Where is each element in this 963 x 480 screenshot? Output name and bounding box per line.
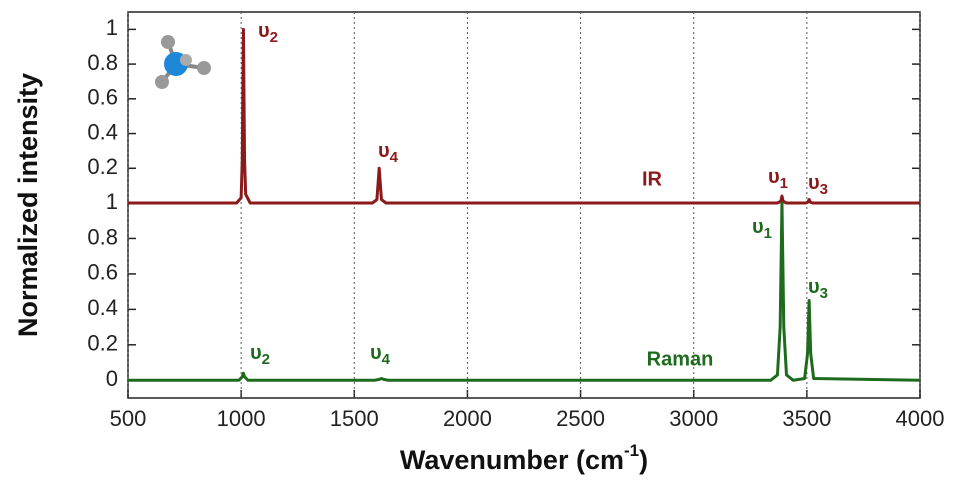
x-axis-title-sup: -1: [624, 441, 639, 460]
x-axis-title-text: Wavenumber (cm: [400, 445, 624, 475]
peak-annotation: υ3: [808, 276, 828, 302]
y-tick-label: 0.6: [87, 85, 118, 110]
y-tick-label: 0.2: [87, 154, 118, 179]
y-tick-label: 0.8: [87, 224, 118, 249]
x-tick-label: 2000: [443, 406, 492, 431]
peak-symbol: υ: [370, 342, 382, 364]
y-tick-label: 1: [106, 15, 118, 40]
peak-annotation: υ3: [808, 172, 828, 198]
peak-subscript: 3: [820, 181, 828, 198]
peak-annotation: υ4: [370, 342, 391, 368]
y-tick-label: 0.6: [87, 260, 118, 285]
y-tick-label: 1: [106, 189, 118, 214]
peak-subscript: 4: [390, 149, 399, 166]
spectrum-line: [128, 29, 920, 203]
peak-subscript: 2: [262, 351, 270, 368]
peak-subscript: 3: [820, 285, 828, 302]
y-axis-title: Normalized intensity: [13, 73, 43, 337]
molecule-icon: [155, 35, 211, 89]
peak-subscript: 1: [764, 225, 772, 242]
y-tick-label: 0.4: [87, 119, 118, 144]
x-tick-label: 500: [110, 406, 147, 431]
x-tick-label: 3000: [669, 406, 718, 431]
peak-annotation: υ1: [768, 166, 788, 192]
y-tick-label: 0.4: [87, 295, 118, 320]
peak-annotation: υ2: [258, 20, 278, 46]
peak-symbol: υ: [250, 342, 262, 364]
peak-subscript: 1: [780, 175, 788, 192]
peak-symbol: υ: [258, 20, 270, 42]
peak-symbol: υ: [378, 140, 390, 162]
peak-subscript: 4: [382, 351, 391, 368]
y-tick-label: 0.2: [87, 331, 118, 356]
peak-subscript: 2: [270, 29, 278, 46]
plot-frame: [128, 12, 920, 398]
x-tick-label: 3500: [782, 406, 831, 431]
peak-annotation: υ2: [250, 342, 270, 368]
x-axis-title: Wavenumber (cm-1): [400, 441, 648, 475]
chart: Normalized intensity Wavenumber (cm-1) 0…: [0, 0, 963, 480]
peak-symbol: υ: [808, 276, 820, 298]
series-label: Raman: [647, 348, 714, 370]
x-axis-title-close: ): [639, 445, 648, 475]
x-tick-label: 2500: [556, 406, 605, 431]
y-tick-label: 0: [106, 366, 118, 391]
peak-annotation: υ1: [752, 216, 772, 242]
spectrum-line: [128, 203, 920, 380]
series-label: IR: [642, 168, 663, 190]
y-tick-label: 0.8: [87, 50, 118, 75]
peak-symbol: υ: [752, 216, 764, 238]
x-tick-label: 1000: [217, 406, 266, 431]
x-tick-label: 1500: [330, 406, 379, 431]
peak-symbol: υ: [808, 172, 820, 194]
peak-annotation: υ4: [378, 140, 399, 166]
x-tick-label: 4000: [896, 406, 945, 431]
peak-symbol: υ: [768, 166, 780, 188]
